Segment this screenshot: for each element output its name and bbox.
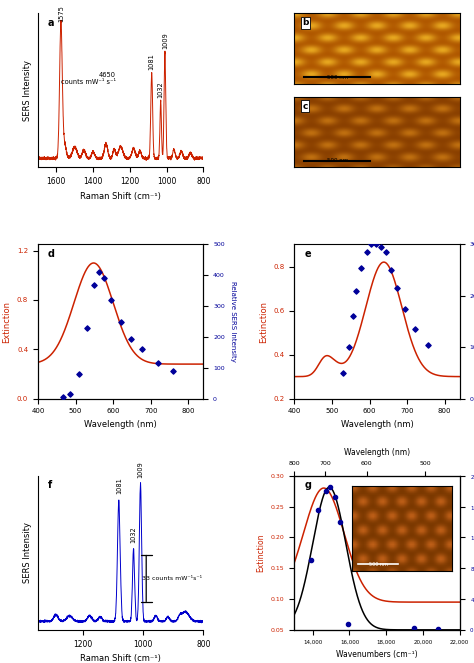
Text: 33 counts mW⁻¹s⁻¹: 33 counts mW⁻¹s⁻¹ <box>142 576 202 581</box>
Point <box>363 247 370 257</box>
Point <box>66 389 73 399</box>
Text: 1009: 1009 <box>162 32 168 49</box>
Point <box>307 555 315 566</box>
Point <box>60 392 67 402</box>
Text: 1081: 1081 <box>149 54 155 70</box>
Point <box>373 239 380 250</box>
Text: d: d <box>48 249 55 259</box>
Text: 1009: 1009 <box>137 461 144 478</box>
Y-axis label: SERS Intensity: SERS Intensity <box>23 60 32 121</box>
Point <box>95 267 103 278</box>
Text: c: c <box>302 101 308 111</box>
Point <box>117 316 125 327</box>
Point <box>434 623 441 634</box>
Text: 1032: 1032 <box>130 526 137 543</box>
Point <box>139 344 146 355</box>
X-axis label: Wavelength (nm): Wavelength (nm) <box>341 420 413 429</box>
Text: 500 nm: 500 nm <box>327 75 348 80</box>
Point <box>128 333 135 344</box>
Y-axis label: Extinction: Extinction <box>256 534 265 572</box>
Point <box>314 505 322 516</box>
Text: 500 nm: 500 nm <box>327 158 348 163</box>
Point <box>353 285 360 296</box>
Point <box>83 322 91 333</box>
Point <box>393 283 401 294</box>
Text: f: f <box>48 480 52 491</box>
Text: 1032: 1032 <box>158 82 164 98</box>
Text: g: g <box>304 480 311 491</box>
X-axis label: Wavenumbers (cm⁻¹): Wavenumbers (cm⁻¹) <box>336 650 418 659</box>
Point <box>410 623 418 633</box>
Y-axis label: Relative SERS Intensity: Relative SERS Intensity <box>230 281 236 362</box>
Point <box>75 369 83 379</box>
Y-axis label: Extinction: Extinction <box>2 300 11 343</box>
Point <box>108 294 115 305</box>
X-axis label: Wavelength (nm): Wavelength (nm) <box>84 420 157 429</box>
Point <box>90 279 97 290</box>
Point <box>357 263 365 273</box>
Point <box>401 304 409 314</box>
Text: 1575: 1575 <box>58 5 64 22</box>
Point <box>368 239 375 250</box>
Point <box>344 619 351 629</box>
Y-axis label: Extinction: Extinction <box>259 300 268 343</box>
Text: 1081: 1081 <box>116 478 122 495</box>
Point <box>388 265 395 276</box>
X-axis label: Raman Shift (cm⁻¹): Raman Shift (cm⁻¹) <box>80 192 161 201</box>
Point <box>322 486 329 497</box>
X-axis label: Wavelength (nm): Wavelength (nm) <box>344 448 410 457</box>
X-axis label: Raman Shift (cm⁻¹): Raman Shift (cm⁻¹) <box>80 654 161 663</box>
Point <box>383 247 390 257</box>
Point <box>349 311 356 322</box>
Point <box>424 339 432 350</box>
Point <box>339 367 347 378</box>
Y-axis label: SERS Intensity: SERS Intensity <box>23 522 32 583</box>
Point <box>155 358 162 369</box>
Point <box>411 324 419 335</box>
Point <box>170 365 177 376</box>
Point <box>331 492 338 503</box>
Point <box>345 342 353 353</box>
Point <box>377 242 384 253</box>
Text: 4650
counts mW⁻¹ s⁻¹: 4650 counts mW⁻¹ s⁻¹ <box>61 72 116 85</box>
Point <box>327 482 334 493</box>
Point <box>337 516 344 527</box>
Point <box>100 273 108 284</box>
Text: a: a <box>48 18 55 28</box>
Text: e: e <box>304 249 311 259</box>
Text: b: b <box>302 18 309 27</box>
